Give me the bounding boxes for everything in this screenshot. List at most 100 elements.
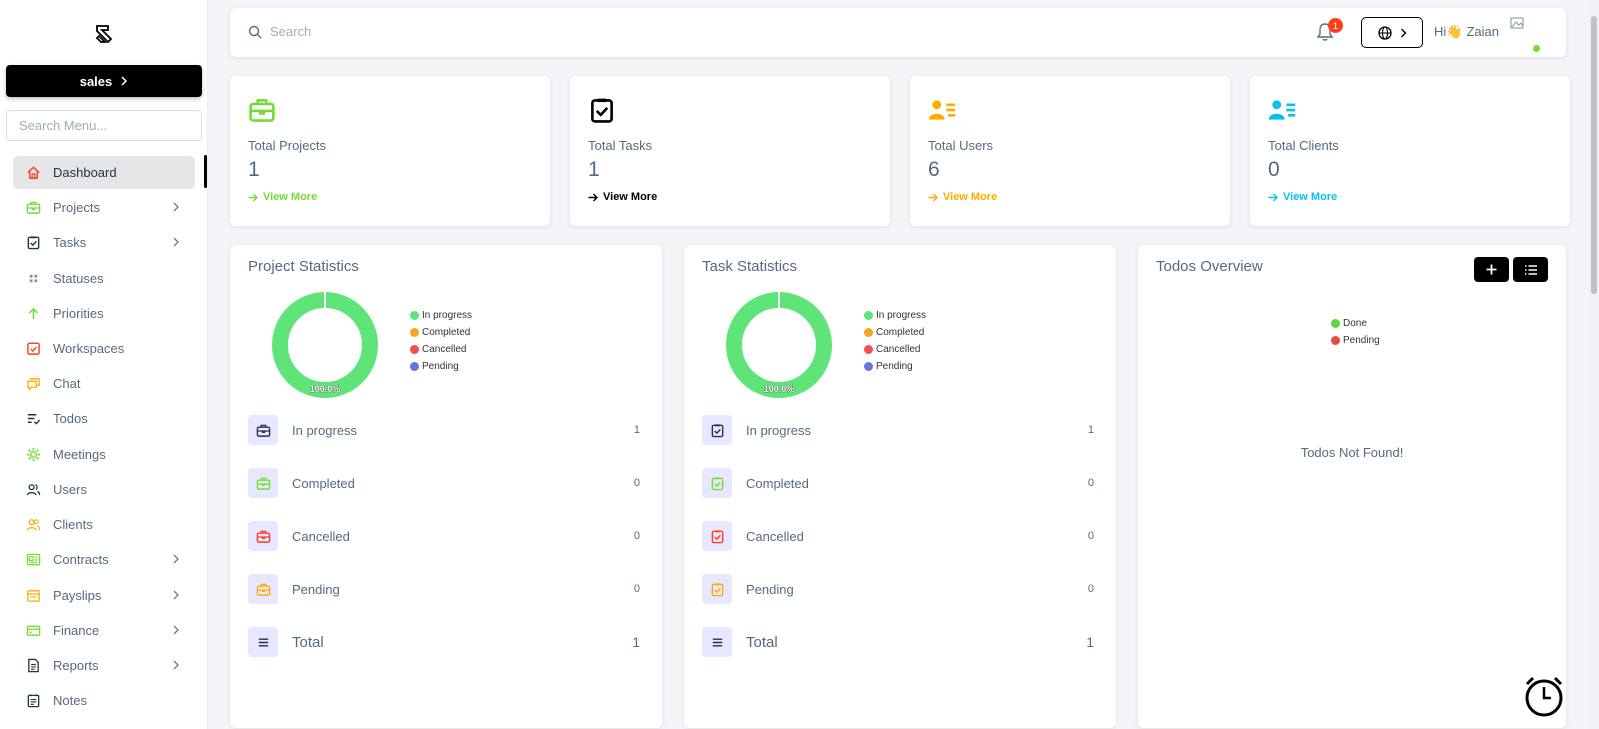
sidebar-item-notes[interactable]: Notes — [13, 684, 195, 717]
status-label: Total — [746, 633, 778, 651]
sidebar-item-label: Payslips — [53, 588, 102, 603]
legend-item-completed[interactable]: Completed — [410, 324, 472, 341]
total-tasks-card: Total Tasks 1 View More — [570, 76, 890, 226]
legend-dot — [410, 328, 419, 337]
sidebar-item-reports[interactable]: Reports — [13, 649, 195, 682]
todo-list-icon-wrap — [25, 411, 41, 427]
sidebar-item-tasks[interactable]: Tasks — [13, 226, 195, 259]
legend-item-in-progress[interactable]: In progress — [410, 307, 472, 324]
sidebar-item-statuses[interactable]: Statuses — [13, 262, 195, 295]
payslip-icon-wrap — [25, 588, 41, 604]
sidebar-item-todos[interactable]: Todos — [13, 402, 195, 435]
contract-icon-wrap — [25, 552, 41, 568]
legend-item-done[interactable]: Done — [1331, 315, 1380, 332]
time-tracker-button[interactable] — [1522, 674, 1566, 718]
status-label: Total — [292, 633, 324, 651]
briefcase-icon-wrap — [25, 200, 41, 216]
grid-dots-icon — [29, 274, 37, 283]
online-status-dot — [1533, 45, 1540, 52]
briefcase-icon — [249, 99, 275, 122]
todo-list-icon — [27, 414, 40, 425]
sidebar-item-chat[interactable]: Chat — [13, 367, 195, 400]
legend-label: Done — [1343, 318, 1367, 329]
stat-value: 0 — [1268, 158, 1280, 181]
donut-slice-in-progress[interactable] — [726, 292, 832, 398]
language-button[interactable] — [1361, 17, 1423, 48]
sidebar-item-users[interactable]: Users — [13, 473, 195, 506]
briefcase-icon — [256, 477, 270, 490]
legend-dot — [410, 311, 419, 320]
sidebar-item-payslips[interactable]: Payslips — [13, 579, 195, 612]
status-label: Completed — [292, 475, 355, 491]
view-more-label: View More — [263, 191, 318, 203]
legend-item-pending[interactable]: Pending — [864, 358, 926, 375]
view-more-link[interactable]: View More — [928, 191, 997, 203]
legend-item-in-progress[interactable]: In progress — [864, 307, 926, 324]
app-logo[interactable] — [86, 16, 122, 52]
legend-label: Pending — [1343, 335, 1380, 346]
chevron-right-icon — [173, 202, 179, 212]
scrollbar-thumb[interactable] — [1591, 16, 1597, 294]
legend-item-cancelled[interactable]: Cancelled — [410, 341, 472, 358]
sidebar-item-meetings[interactable]: Meetings — [13, 438, 195, 471]
view-more-label: View More — [1283, 191, 1338, 203]
workspace-label: sales — [79, 73, 113, 89]
chevron-right-icon — [173, 660, 179, 670]
sidebar-item-clients[interactable]: Clients — [13, 508, 195, 541]
workspace-selector-button[interactable]: sales — [6, 65, 202, 97]
sidebar-item-finance[interactable]: Finance — [13, 614, 195, 647]
meetings-icon — [26, 447, 40, 462]
sidebar-item-dashboard[interactable]: Dashboard — [13, 156, 195, 189]
project-donut-chart: 100.0% — [271, 291, 379, 399]
briefcase-icon — [256, 424, 270, 437]
sidebar-item-projects[interactable]: Projects — [13, 191, 195, 224]
legend-dot — [1331, 336, 1340, 345]
status-icon-wrap — [702, 521, 732, 551]
total-projects-icon-wrap — [248, 96, 276, 124]
task-check-icon — [711, 423, 723, 437]
sidebar-item-label: Statuses — [53, 271, 104, 286]
workspace-check-icon — [26, 342, 40, 355]
legend-item-pending[interactable]: Pending — [410, 358, 472, 375]
avatar[interactable] — [1510, 16, 1540, 52]
view-more-link[interactable]: View More — [1268, 191, 1337, 203]
sidebar-item-label: Tasks — [53, 235, 87, 250]
legend-item-pending[interactable]: Pending — [1331, 332, 1380, 349]
sidebar-item-label: Reports — [53, 658, 99, 673]
arrow-up-icon-wrap — [25, 306, 41, 322]
broken-image-icon — [1510, 17, 1524, 29]
status-count: 0 — [1087, 477, 1094, 489]
task-statistics-card: Task Statistics 100.0% In progress Comple… — [684, 245, 1116, 728]
status-label: Completed — [746, 475, 809, 491]
workspace-check-icon-wrap — [25, 341, 41, 357]
donut-slice-in-progress[interactable] — [272, 292, 378, 398]
view-more-link[interactable]: View More — [248, 191, 317, 203]
project-statistics-card: Project Statistics 100.0% In progress Com… — [230, 245, 662, 728]
globe-icon — [1377, 25, 1392, 40]
page-scrollbar[interactable] — [1589, 0, 1599, 729]
sidebar-item-contracts[interactable]: Contracts — [13, 543, 195, 576]
task-statistics-title: Task Statistics — [702, 258, 798, 275]
legend-item-cancelled[interactable]: Cancelled — [864, 341, 926, 358]
status-count: 1 — [632, 634, 640, 650]
sidebar-item-workspaces[interactable]: Workspaces — [13, 332, 195, 365]
todo-list-button[interactable] — [1513, 257, 1548, 282]
legend-label: Pending — [422, 361, 459, 372]
add-todo-button[interactable] — [1474, 257, 1509, 282]
finance-icon — [26, 625, 40, 636]
status-icon-wrap — [248, 627, 278, 657]
status-row-pending: Pending 0 — [702, 574, 1094, 604]
todos-overview-card: Todos Overview Done Pending Todos Not Fou… — [1138, 245, 1566, 728]
status-row-pending: Pending 0 — [248, 574, 640, 604]
chat-icon-wrap — [25, 376, 41, 392]
status-row-cancelled: Cancelled 0 — [248, 521, 640, 551]
sidebar-item-priorities[interactable]: Priorities — [13, 297, 195, 330]
status-row-completed: Completed 0 — [248, 468, 640, 498]
status-count: 1 — [633, 424, 640, 436]
legend-item-completed[interactable]: Completed — [864, 324, 926, 341]
users-icon-wrap — [25, 482, 41, 498]
global-search-input[interactable] — [270, 24, 670, 39]
menu-search-input[interactable] — [19, 118, 201, 133]
view-more-link[interactable]: View More — [588, 191, 657, 203]
project-statistics-title: Project Statistics — [248, 258, 359, 275]
